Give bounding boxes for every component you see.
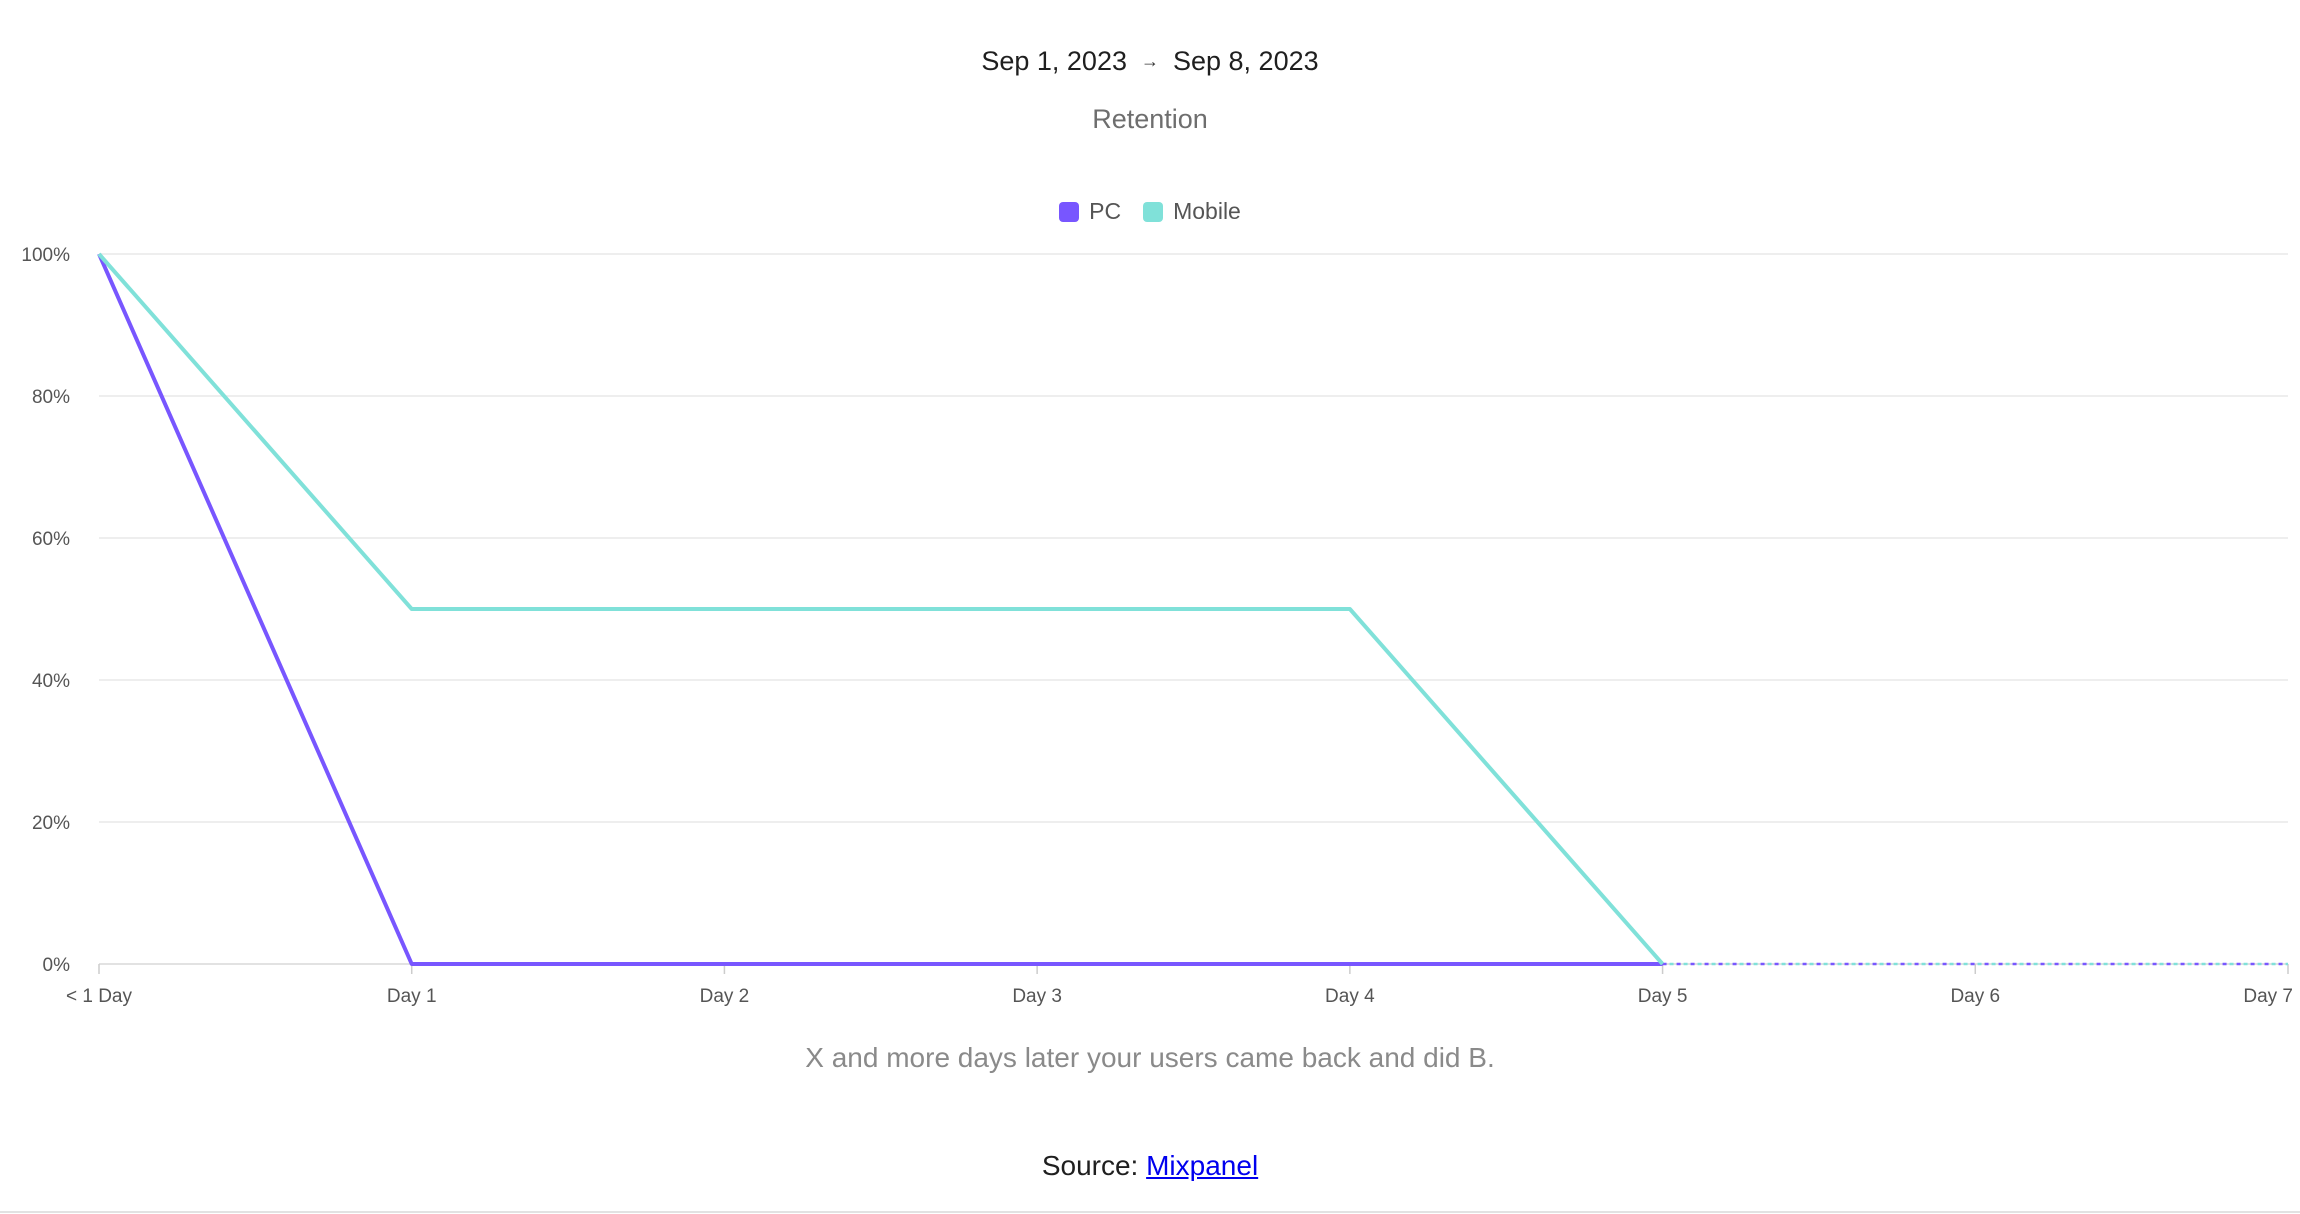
legend-item-pc[interactable]: PC bbox=[1059, 198, 1121, 225]
y-axis-tick-labels: 0% 20% 40% 60% 80% 100% bbox=[21, 245, 70, 976]
y-tick-label: 0% bbox=[43, 955, 71, 976]
series-line-pc[interactable] bbox=[97, 253, 1663, 966]
x-tick-label: < 1 Day bbox=[66, 986, 133, 1007]
series-line-mobile[interactable] bbox=[97, 252, 1665, 966]
y-tick-label: 100% bbox=[21, 245, 70, 266]
bottom-divider bbox=[0, 1211, 2300, 1213]
y-tick-label: 20% bbox=[32, 813, 70, 834]
source-label: Source: bbox=[1041, 1150, 1139, 1181]
x-tick-label: Day 2 bbox=[700, 986, 750, 1007]
y-tick-label: 80% bbox=[32, 387, 70, 408]
x-tick-label: Day 4 bbox=[1325, 986, 1375, 1007]
start-date: Sep 1, 2023 bbox=[981, 46, 1127, 76]
date-range: Sep 1, 2023 → Sep 8, 2023 bbox=[0, 46, 2300, 77]
x-axis-tick-labels: < 1 Day Day 1 Day 2 Day 3 Day 4 Day 5 Day 6 Day… bbox=[66, 964, 2293, 1007]
legend-swatch-mobile bbox=[1143, 201, 1164, 222]
y-tick-label: 40% bbox=[32, 671, 70, 692]
retention-line-chart: 0% 20% 40% 60% 80% 100% < 1 Day Day 1 Day 2 Day … bbox=[21, 245, 2293, 1007]
legend-label-mobile: Mobile bbox=[1173, 198, 1241, 224]
chart-title: Retention bbox=[1092, 104, 1208, 134]
x-tick-label: Day 5 bbox=[1638, 986, 1688, 1007]
legend: PC Mobile bbox=[0, 198, 2300, 225]
y-tick-label: 60% bbox=[32, 529, 70, 550]
source-link[interactable]: Mixpanel bbox=[1146, 1150, 1259, 1181]
end-date: Sep 8, 2023 bbox=[1173, 46, 1319, 76]
chart-caption: X and more days later your users came ba… bbox=[805, 1042, 1495, 1073]
legend-label-pc: PC bbox=[1089, 198, 1122, 224]
legend-item-mobile[interactable]: Mobile bbox=[1143, 198, 1241, 225]
x-tick-label: Day 6 bbox=[1950, 986, 2000, 1007]
arrow-right-icon: → bbox=[1141, 51, 1159, 71]
source-line: Source: Mixpanel bbox=[0, 1150, 2300, 1182]
x-tick-label: Day 7 bbox=[2243, 986, 2293, 1007]
x-tick-label: Day 3 bbox=[1012, 986, 1062, 1007]
legend-swatch-pc bbox=[1059, 201, 1080, 222]
x-tick-label: Day 1 bbox=[387, 986, 437, 1007]
series-lines bbox=[97, 252, 2288, 966]
